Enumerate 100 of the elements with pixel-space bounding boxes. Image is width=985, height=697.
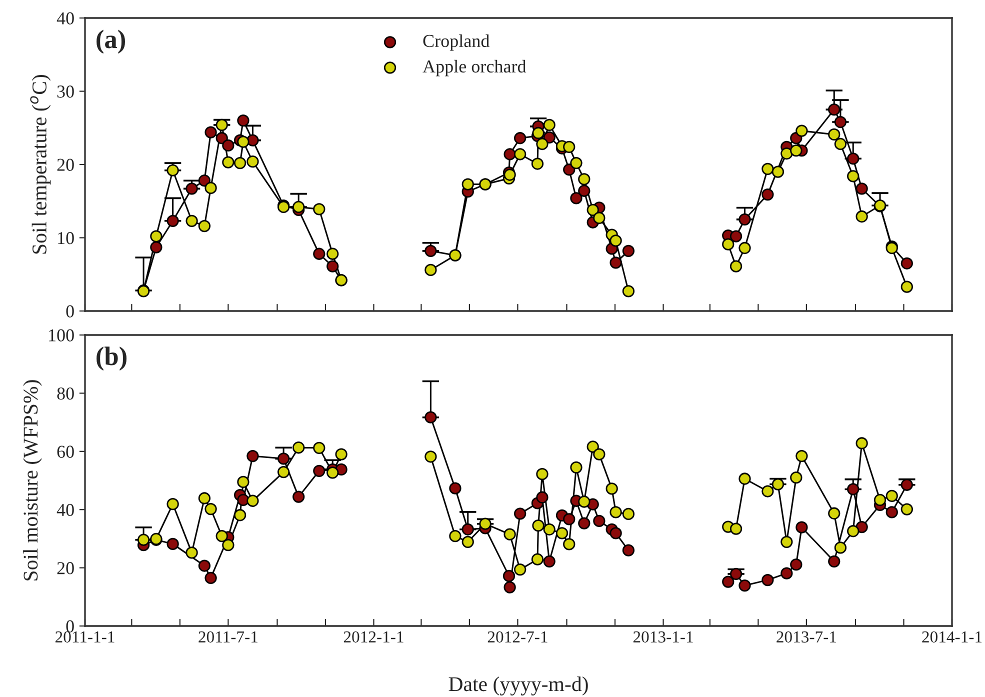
x-tick-label: 2011-1-1 xyxy=(55,631,114,643)
y-tick-label: 0 xyxy=(66,620,74,632)
point xyxy=(479,518,492,530)
point xyxy=(762,574,774,586)
point xyxy=(593,448,606,460)
point xyxy=(137,534,150,546)
point xyxy=(532,126,544,140)
point xyxy=(847,483,860,496)
annotation: (b) xyxy=(96,346,126,371)
x-axis-title: Date (yyyy-m-d) xyxy=(448,676,588,696)
point xyxy=(622,285,635,298)
point xyxy=(556,527,568,540)
point xyxy=(578,496,590,508)
x-tick-label: 2011-7-1 xyxy=(198,631,258,643)
point xyxy=(762,188,774,201)
point xyxy=(834,542,847,554)
x-tick-label: 2012-1-1 xyxy=(344,631,404,643)
point xyxy=(790,472,802,484)
point xyxy=(424,244,437,258)
point xyxy=(514,508,526,520)
point xyxy=(722,576,734,588)
point xyxy=(563,538,576,550)
point xyxy=(900,257,913,270)
point xyxy=(514,563,526,576)
point xyxy=(504,528,516,540)
x-tick-label: 2014-1-1 xyxy=(922,631,982,643)
point xyxy=(543,118,556,132)
point xyxy=(204,572,217,584)
point xyxy=(730,568,742,580)
point xyxy=(780,567,793,580)
point xyxy=(856,437,868,450)
point xyxy=(198,560,211,572)
point xyxy=(856,520,868,534)
point xyxy=(424,450,437,463)
point xyxy=(536,491,548,504)
point xyxy=(277,466,290,478)
y-tick-label: 40 xyxy=(56,504,74,516)
point xyxy=(900,280,913,293)
point xyxy=(449,530,462,542)
point xyxy=(502,570,516,582)
y-axis-title: Soil temperature ($^{o}$C) xyxy=(30,75,51,254)
point xyxy=(772,478,784,490)
point xyxy=(536,138,548,150)
point xyxy=(204,182,217,194)
point xyxy=(610,234,622,247)
point xyxy=(790,144,802,157)
point xyxy=(237,136,250,148)
y-tick-label: 100 xyxy=(49,329,74,342)
point xyxy=(532,520,544,532)
point xyxy=(335,448,348,460)
point xyxy=(292,442,305,454)
y-tick-label: 10 xyxy=(58,232,74,244)
point xyxy=(790,558,802,571)
point xyxy=(796,124,808,137)
point xyxy=(292,490,305,503)
point xyxy=(610,256,622,269)
point xyxy=(738,242,751,254)
point xyxy=(462,523,474,536)
point xyxy=(504,581,516,594)
point xyxy=(847,525,860,538)
point xyxy=(856,210,868,223)
point xyxy=(828,103,840,116)
point xyxy=(246,134,259,146)
point xyxy=(780,147,793,160)
point xyxy=(578,184,590,197)
point xyxy=(780,536,793,548)
point xyxy=(514,132,526,144)
point xyxy=(198,174,211,187)
point xyxy=(186,546,198,559)
y-tick-label: 20 xyxy=(57,562,74,574)
point xyxy=(847,152,860,165)
y-tick-label: 60 xyxy=(57,446,74,458)
point xyxy=(277,452,290,465)
legend-label: Apple orchard xyxy=(422,60,526,76)
point xyxy=(886,490,898,502)
point xyxy=(166,164,179,176)
point xyxy=(622,544,635,556)
point xyxy=(847,170,860,182)
legend-label: Cropland xyxy=(423,34,490,51)
point xyxy=(204,502,217,516)
x-tick-label: 2013-1-1 xyxy=(633,631,693,643)
point xyxy=(563,140,576,153)
point xyxy=(543,523,556,536)
point xyxy=(234,156,246,170)
point xyxy=(246,450,259,462)
point xyxy=(886,506,898,518)
y-tick-label: 80 xyxy=(57,387,74,400)
annotation: (a) xyxy=(96,30,126,54)
point xyxy=(313,442,326,454)
point xyxy=(730,260,742,272)
point xyxy=(563,513,576,526)
point xyxy=(834,138,847,150)
x-tick-label: 2012-7-1 xyxy=(488,631,548,643)
point xyxy=(828,507,840,520)
point xyxy=(326,248,339,260)
point xyxy=(738,579,751,592)
point xyxy=(150,241,162,254)
point xyxy=(738,213,751,226)
point xyxy=(730,230,742,242)
point xyxy=(874,494,886,506)
